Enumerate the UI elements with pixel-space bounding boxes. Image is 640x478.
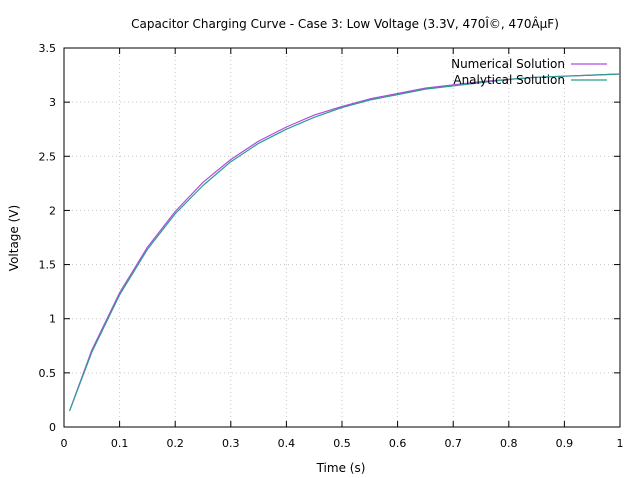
x-tick-label: 0.9: [556, 437, 574, 450]
chart-title: Capacitor Charging Curve - Case 3: Low V…: [131, 16, 559, 31]
x-tick-label: 0.4: [278, 437, 296, 450]
x-tick-label: 0.3: [222, 437, 240, 450]
y-tick-label: 2.5: [39, 150, 57, 163]
legend-label: Analytical Solution: [453, 73, 565, 87]
legend-label: Numerical Solution: [451, 57, 565, 71]
y-tick-label: 1: [49, 313, 56, 326]
y-tick-label: 3.5: [39, 42, 57, 55]
x-tick-label: 0.6: [389, 437, 407, 450]
y-axis-label: Voltage (V): [7, 205, 21, 271]
series-line-analytical: [69, 73, 621, 412]
x-tick-label: 0.8: [500, 437, 518, 450]
y-tick-label: 1.5: [39, 259, 57, 272]
ticks: 0 0.1 0.2 0.3 0.4 0.5 0.6 0.7 0.8 0.9 1 0 0.5 1 1.5 2 2.…: [39, 42, 624, 450]
series-layer: [69, 73, 621, 412]
x-tick-label: 0: [61, 437, 68, 450]
y-tick-label: 0.5: [39, 367, 57, 380]
y-tick-label: 3: [49, 96, 56, 109]
x-tick-label: 0.2: [166, 437, 184, 450]
grid: [64, 48, 620, 427]
y-tick-label: 0: [49, 421, 56, 434]
x-tick-label: 0.7: [444, 437, 462, 450]
legend: Numerical Solution Analytical Solution: [451, 57, 607, 87]
y-tick-label: 2: [49, 204, 56, 217]
x-axis-label: Time (s): [316, 461, 366, 475]
x-tick-label: 0.1: [111, 437, 129, 450]
x-tick-label: 0.5: [333, 437, 351, 450]
x-tick-label: 1: [617, 437, 624, 450]
